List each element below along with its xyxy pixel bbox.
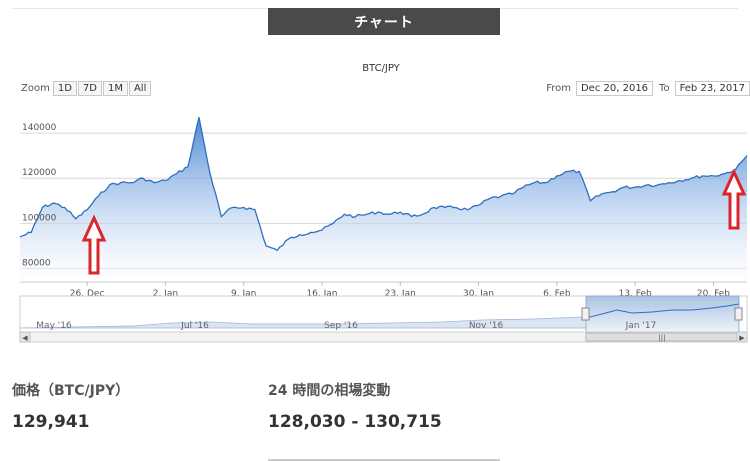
scrollbar-right-button[interactable] [736, 331, 748, 343]
zoom-label: Zoom [21, 83, 50, 94]
scrollbar-grip: ||| [658, 334, 665, 342]
series-line [19, 117, 748, 252]
annotation-arrow-1 [81, 214, 107, 275]
y-tick-label: 80000 [22, 258, 51, 268]
y-tick-label: 100000 [22, 213, 57, 223]
zoom-7d-button[interactable]: 7D [77, 81, 102, 96]
y-tick-label: 140000 [22, 123, 57, 133]
x-tick-label: 23. Jan [385, 289, 416, 299]
series-area [20, 117, 747, 282]
annotation-arrow-2 [721, 168, 747, 230]
navigator-label: Nov '16 [469, 321, 504, 331]
chart-panel: 26. Dec 2. Jan 9. Jan 16. Jan 23. Jan 30. Jan… [12, 38, 750, 348]
zoom-1d-button[interactable]: 1D [52, 81, 77, 96]
stats-panel: 価格（BTC/JPY） 129,941 24 時間の相場変動 128,030 -… [12, 378, 750, 458]
to-date-input[interactable]: Feb 23, 2017 [674, 81, 750, 96]
from-date-input[interactable]: Dec 20, 2016 [575, 81, 654, 96]
date-range-controls: From Dec 20, 2016 To Feb 23, 2017 [540, 81, 750, 96]
navigator-left-handle[interactable] [581, 307, 590, 321]
navigator-label: May '16 [36, 321, 72, 331]
zoom-controls: Zoom 1D 7D 1M All [21, 81, 152, 96]
from-label: From [546, 83, 571, 94]
to-label: To [659, 83, 670, 94]
navigator-selection[interactable] [585, 295, 740, 333]
x-tick-label: 9. Jan [231, 289, 256, 299]
navigator-selection-line [585, 303, 740, 319]
price-label: 価格（BTC/JPY） [12, 383, 130, 399]
x-tick-label: 30. Jan [463, 289, 494, 299]
price-value: 129,941 [12, 412, 90, 432]
navigator-label: Jan '17 [625, 321, 657, 331]
x-tick-label: 6. Feb [543, 289, 571, 299]
scrollbar-right-arrow-icon: ▶ [739, 334, 745, 342]
y-tick-label: 120000 [22, 168, 57, 178]
bottom-divider [268, 459, 500, 461]
chart-tab-header: チャート [268, 8, 500, 35]
x-tick-label: 20. Feb [697, 289, 730, 299]
zoom-1m-button[interactable]: 1M [102, 81, 128, 96]
x-tick-label: 26. Dec [70, 289, 105, 299]
chart-title: BTC/JPY [362, 63, 400, 74]
x-tick-label: 13. Feb [619, 289, 652, 299]
navigator-label: Sep '16 [324, 321, 358, 331]
range-24h-label: 24 時間の相場変動 [268, 383, 391, 399]
zoom-all-button[interactable]: All [128, 81, 152, 96]
range-24h-value: 128,030 - 130,715 [268, 412, 442, 432]
navigator-right-handle[interactable] [734, 307, 743, 321]
x-tick-label: 2. Jan [153, 289, 178, 299]
navigator-label: Jul '16 [180, 321, 209, 331]
chart-tab-label: チャート [354, 14, 414, 31]
scrollbar-left-arrow-icon: ◀ [22, 334, 28, 342]
price-chart: 26. Dec 2. Jan 9. Jan 16. Jan 23. Jan 30. Jan… [19, 117, 748, 343]
scrollbar-left-button[interactable] [19, 331, 31, 343]
x-tick-label: 16. Jan [306, 289, 337, 299]
